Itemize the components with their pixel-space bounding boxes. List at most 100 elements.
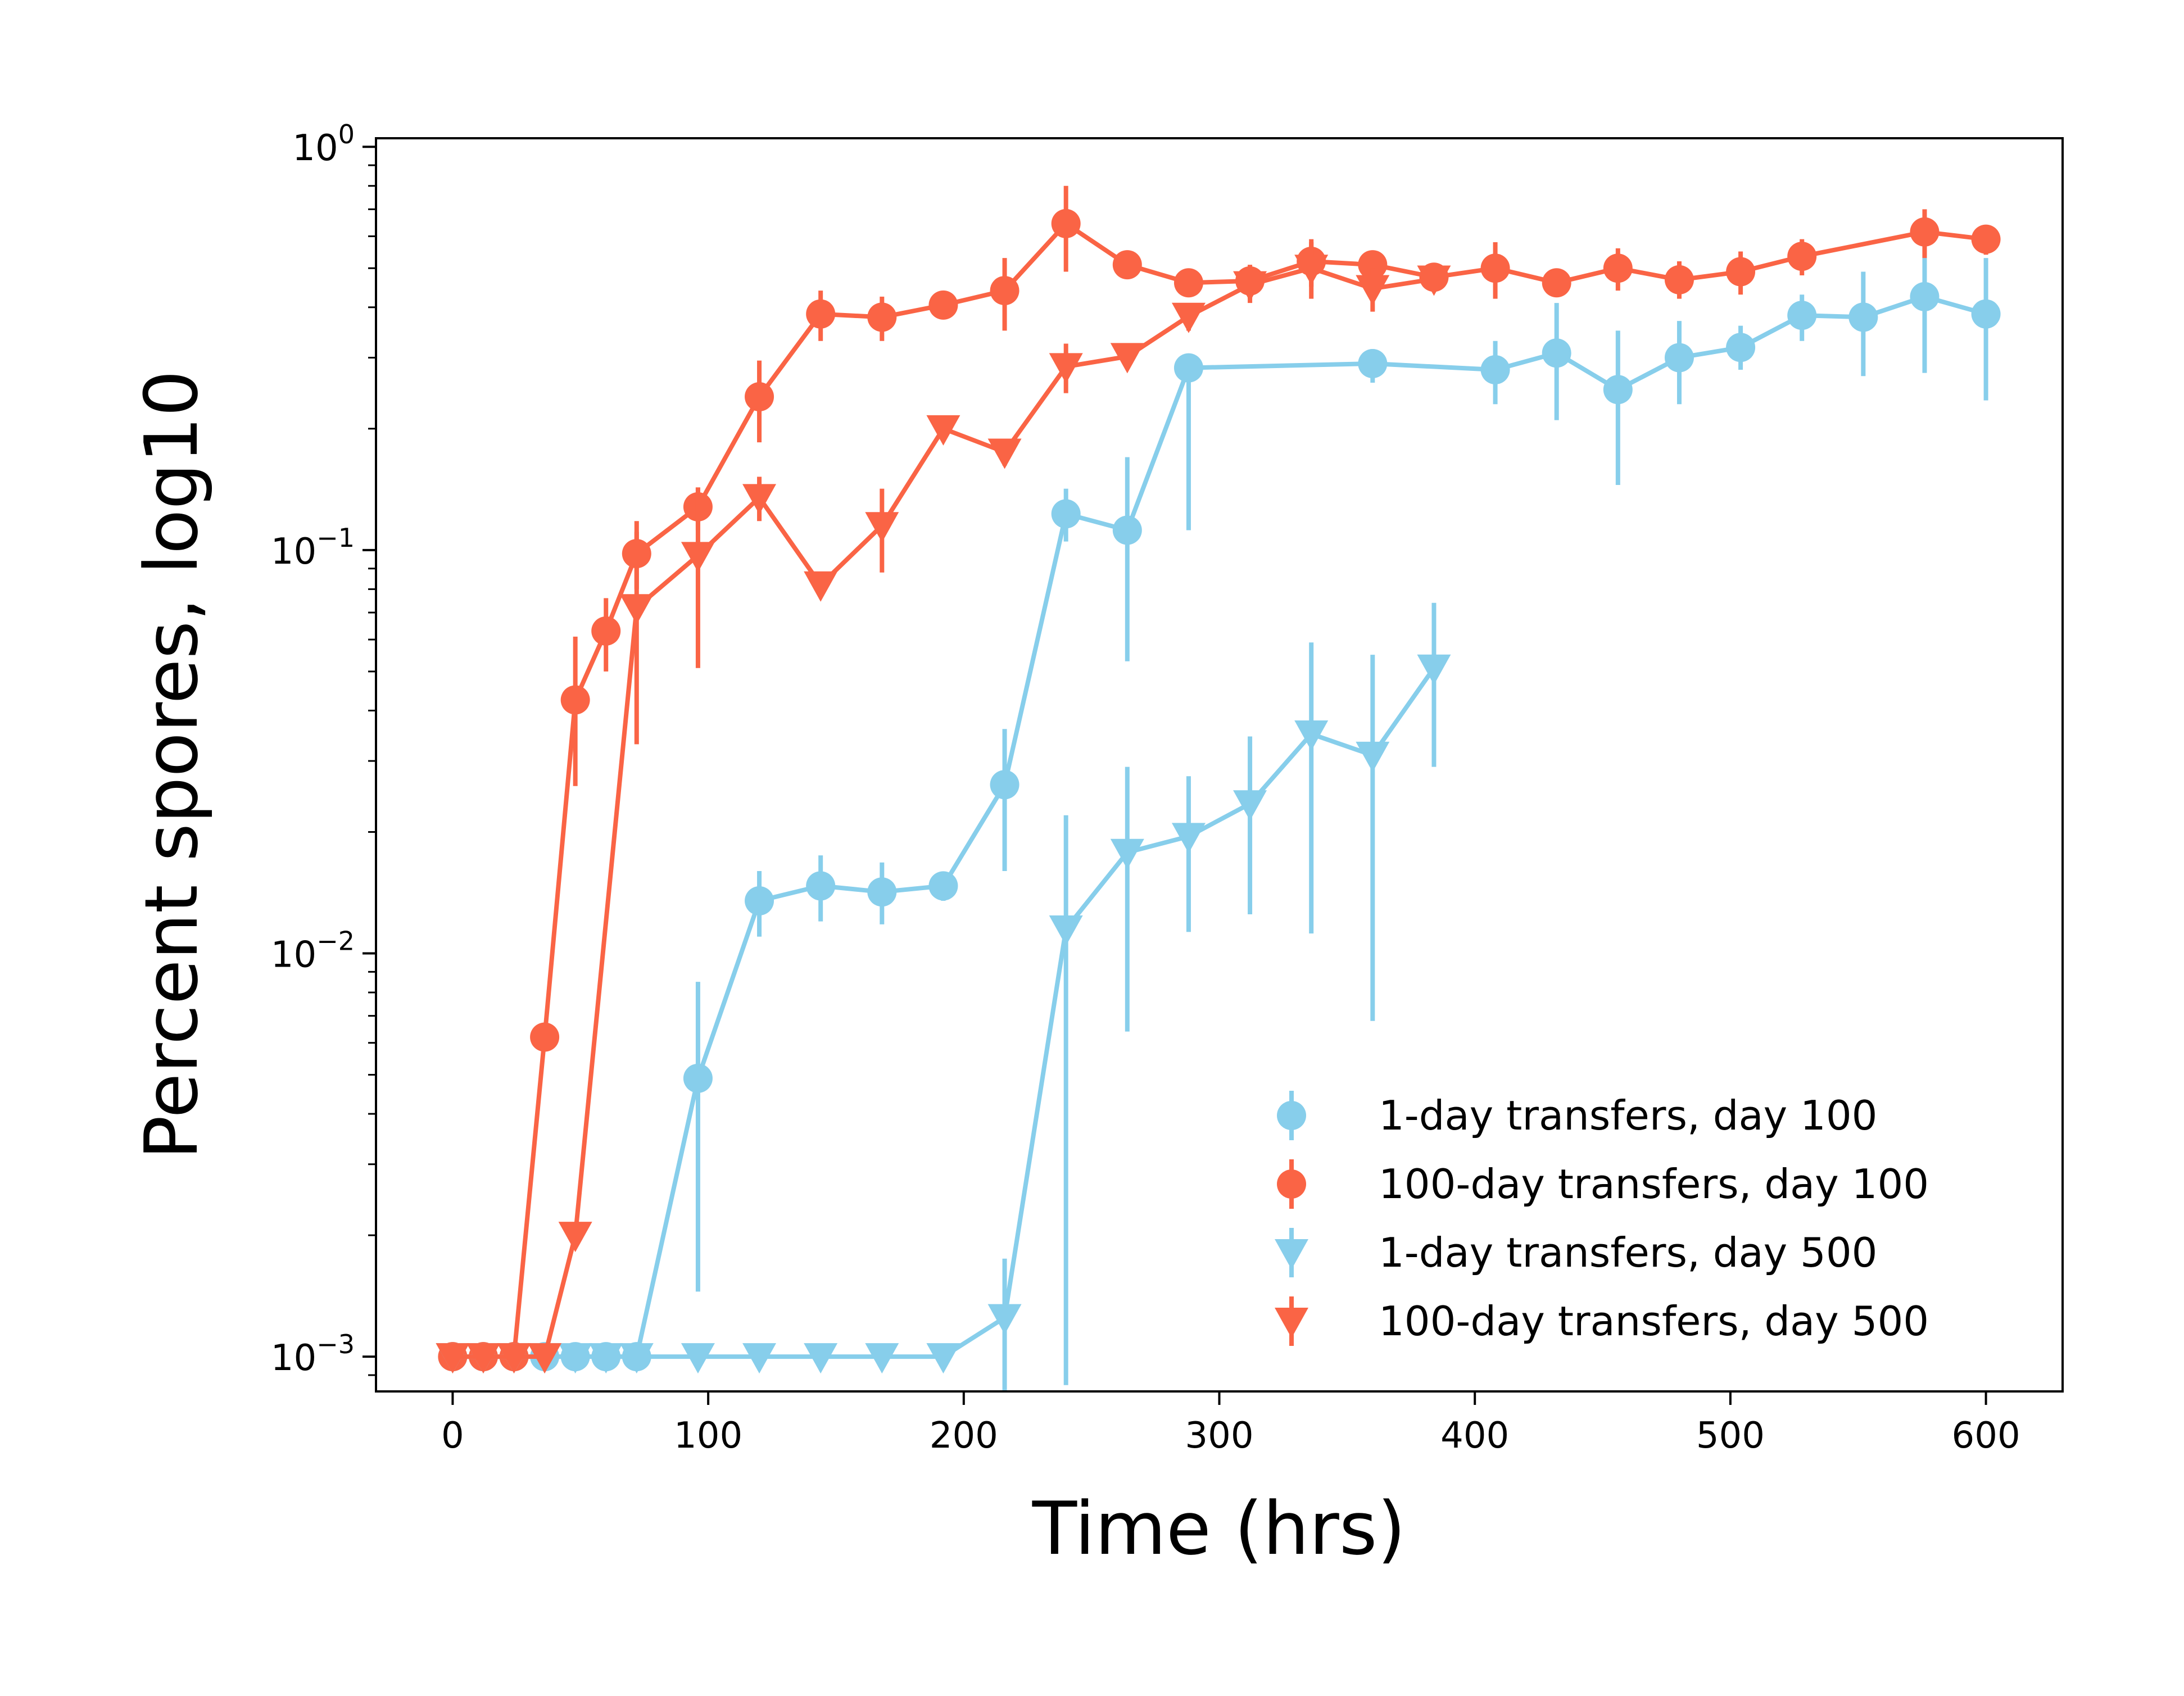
data-point: [865, 512, 899, 543]
data-point: [926, 1343, 960, 1374]
series-4: [436, 242, 1451, 1374]
data-point: [990, 276, 1019, 306]
x-tick-label: 400: [1440, 1415, 1509, 1457]
legend-entry-1: 1-day transfers, day 100: [1277, 1091, 1877, 1140]
data-point: [806, 871, 836, 901]
data-point: [745, 382, 774, 411]
data-point: [1787, 301, 1817, 330]
y-tick-label: 100: [292, 119, 355, 169]
data-point: [1542, 268, 1571, 298]
data-point: [865, 1343, 899, 1374]
data-point: [1294, 255, 1329, 285]
data-point: [1171, 823, 1206, 854]
legend-entry-3: 1-day transfers, day 500: [1275, 1228, 1877, 1277]
data-point: [1110, 838, 1144, 869]
data-point: [1664, 265, 1694, 294]
data-point: [1480, 355, 1510, 384]
data-point: [1971, 299, 2001, 329]
data-point: [1358, 250, 1388, 280]
data-point: [681, 542, 715, 573]
x-tick-label: 0: [441, 1415, 464, 1457]
data-point: [528, 1343, 562, 1374]
legend-label: 1-day transfers, day 500: [1379, 1229, 1877, 1276]
data-point: [1358, 349, 1388, 379]
data-point: [867, 302, 897, 332]
data-point: [1787, 242, 1817, 271]
series-layer: [436, 185, 2001, 1391]
data-point: [1051, 499, 1081, 529]
data-point: [1603, 253, 1633, 283]
data-point: [1051, 208, 1081, 238]
y-axis-label: Percent spores, log10: [129, 370, 214, 1160]
legend-marker: [1277, 1101, 1306, 1130]
y-tick-label: 10−3: [271, 1329, 355, 1379]
data-point: [558, 1343, 592, 1374]
data-point: [436, 1343, 470, 1374]
legend: 1-day transfers, day 100 100-day transfer…: [1275, 1091, 1929, 1346]
data-point: [1110, 343, 1144, 374]
data-point: [1910, 282, 1940, 311]
data-point: [560, 685, 590, 715]
data-point: [619, 1343, 654, 1374]
data-point: [466, 1343, 500, 1374]
data-point: [681, 1343, 715, 1374]
y-axis: 10−3 10−2 10−1 100: [271, 119, 376, 1379]
data-point: [1112, 515, 1142, 545]
x-tick-label: 100: [674, 1415, 742, 1457]
legend-marker: [1277, 1169, 1306, 1199]
data-point: [619, 594, 654, 625]
legend-label: 100-day transfers, day 100: [1379, 1160, 1929, 1208]
data-point: [1112, 250, 1142, 280]
x-tick-label: 500: [1696, 1415, 1765, 1457]
data-point: [1171, 302, 1206, 333]
data-point: [1542, 338, 1571, 368]
data-point: [867, 877, 897, 907]
data-point: [745, 886, 774, 915]
y-tick-label: 10−1: [271, 523, 355, 573]
data-point: [990, 770, 1019, 800]
data-point: [589, 1343, 623, 1374]
x-axis: 0 100 200 300 400 500 600: [441, 1391, 2020, 1457]
data-point: [1049, 915, 1083, 946]
data-point: [497, 1343, 531, 1374]
data-point: [1910, 217, 1940, 247]
data-point: [1971, 224, 2001, 254]
data-point: [1049, 353, 1083, 384]
data-point: [1726, 257, 1756, 287]
data-point: [1173, 268, 1203, 298]
data-point: [1233, 790, 1267, 821]
data-point: [591, 616, 621, 646]
data-point: [1294, 720, 1329, 751]
data-point: [987, 438, 1022, 469]
series-2: [438, 185, 2001, 1372]
data-point: [558, 1222, 592, 1253]
legend-label: 100-day transfers, day 500: [1379, 1298, 1929, 1345]
data-point: [1173, 353, 1203, 383]
legend-marker: [1275, 1308, 1308, 1338]
data-point: [926, 415, 960, 446]
data-point: [928, 871, 958, 901]
data-point: [1356, 275, 1390, 306]
data-point: [1480, 253, 1510, 283]
data-point: [806, 299, 836, 329]
x-axis-label: Time (hrs): [1032, 1486, 1406, 1571]
data-point: [530, 1022, 560, 1052]
data-point: [683, 1063, 713, 1093]
x-tick-label: 300: [1185, 1415, 1253, 1457]
data-point: [742, 484, 777, 515]
data-point: [1603, 375, 1633, 405]
data-point: [804, 1343, 838, 1374]
data-point: [928, 290, 958, 320]
data-point: [1417, 654, 1451, 685]
data-point: [1848, 302, 1878, 332]
series-line: [452, 221, 1987, 1359]
data-point: [1233, 271, 1267, 302]
legend-entry-4: 100-day transfers, day 500: [1275, 1296, 1929, 1346]
x-tick-label: 600: [1952, 1415, 2020, 1457]
data-point: [804, 571, 838, 602]
legend-label: 1-day transfers, day 100: [1379, 1092, 1877, 1139]
x-tick-label: 200: [930, 1415, 998, 1457]
data-point: [1726, 333, 1756, 362]
